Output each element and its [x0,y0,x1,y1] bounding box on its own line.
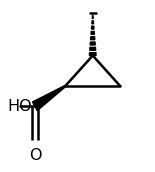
Text: O: O [29,148,41,163]
Polygon shape [92,21,94,24]
Polygon shape [90,47,96,50]
Polygon shape [91,37,95,40]
Text: HO: HO [7,99,32,114]
Polygon shape [91,31,94,34]
Polygon shape [33,85,66,111]
Polygon shape [89,53,96,56]
Polygon shape [92,16,93,19]
Polygon shape [91,26,94,29]
Polygon shape [90,42,95,45]
